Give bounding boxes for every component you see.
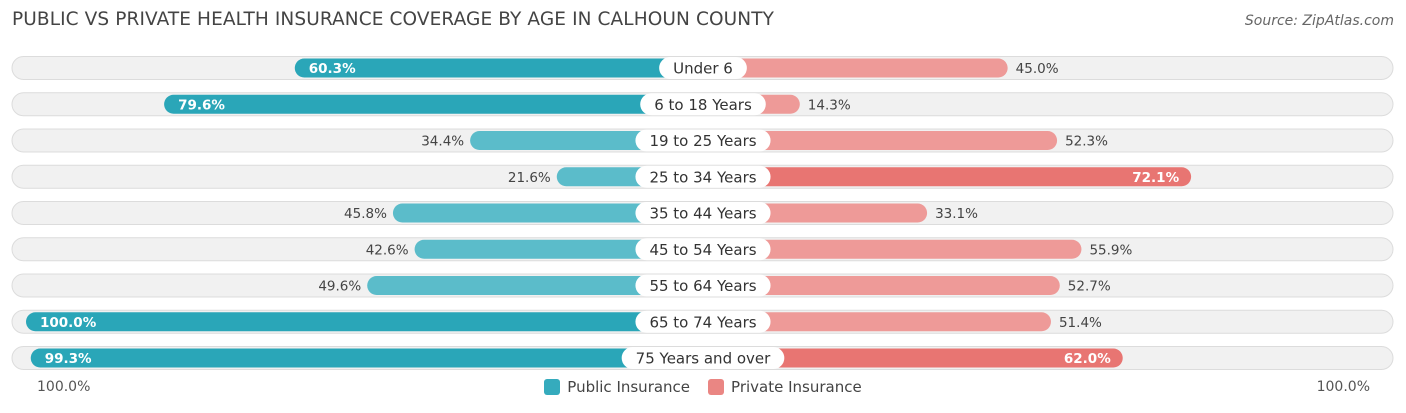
bar-public (164, 94, 703, 114)
bar-public (294, 58, 703, 78)
category-pill (635, 165, 771, 188)
category-label: Under 6 (673, 60, 733, 78)
row-5: 42.6% 55.9% 45 to 54 Years (11, 237, 1394, 262)
category-label: 45 to 54 Years (649, 241, 756, 259)
label-private: 33.1% (935, 206, 978, 222)
category-label: 25 to 34 Years (649, 168, 756, 186)
row-7: 100.0% 51.4% 65 to 74 Years (11, 309, 1394, 334)
label-private: 62.0% (1064, 351, 1111, 367)
label-private: 51.4% (1059, 315, 1102, 331)
category-pill (635, 310, 771, 333)
bar-public (367, 276, 703, 295)
bar-private (703, 276, 1060, 295)
bar-private (703, 167, 1192, 187)
category-pill (635, 129, 771, 152)
category-label: 6 to 18 Years (654, 96, 752, 114)
row-1: 79.6% 14.3% 6 to 18 Years (11, 92, 1394, 117)
label-public: 99.3% (45, 351, 92, 367)
bar-private (703, 131, 1058, 150)
bar-public (30, 348, 703, 368)
row-6: 49.6% 52.7% 55 to 64 Years (11, 273, 1394, 298)
category-pill (635, 274, 771, 297)
chart-title: PUBLIC VS PRIVATE HEALTH INSURANCE COVER… (12, 9, 775, 30)
label-private: 72.1% (1132, 170, 1179, 186)
label-public: 45.8% (344, 206, 387, 222)
row-4: 45.8% 33.1% 35 to 44 Years (11, 201, 1394, 225)
label-private: 52.3% (1065, 134, 1108, 150)
row-2: 34.4% 52.3% 19 to 25 Years (11, 128, 1394, 153)
category-label: 35 to 44 Years (649, 205, 756, 223)
bar-public (26, 312, 703, 332)
legend: Public Insurance Private Insurance (0, 378, 1406, 396)
label-private: 45.0% (1016, 61, 1059, 77)
bar-public (414, 239, 703, 259)
label-private: 52.7% (1068, 279, 1111, 295)
source-credit: Source: ZipAtlas.com (1244, 13, 1394, 29)
category-pill (640, 93, 766, 116)
row-0: 60.3% 45.0% Under 6 (11, 56, 1394, 80)
category-pill (635, 238, 771, 261)
label-public: 60.3% (309, 61, 356, 77)
legend-item-public: Public Insurance (544, 378, 690, 396)
category-pill (659, 57, 747, 79)
bar-private (703, 239, 1082, 259)
bar-private (703, 312, 1051, 332)
bar-private (703, 348, 1123, 368)
category-label: 55 to 64 Years (649, 277, 756, 295)
label-private: 14.3% (808, 97, 851, 113)
row-8: 99.3% 62.0% 75 Years and over (11, 346, 1394, 370)
legend-item-private: Private Insurance (708, 378, 862, 396)
bar-private (703, 58, 1008, 78)
chart-area: 60.3% 45.0% Under 6 79.6% 14.3% 6 to 18 Years… (11, 56, 1394, 370)
label-public: 49.6% (318, 279, 361, 295)
axis-left-label: 100.0% (37, 379, 91, 395)
category-label: 65 to 74 Years (649, 313, 756, 331)
category-pill (621, 347, 785, 369)
label-public: 42.6% (366, 242, 409, 258)
category-label: 75 Years and over (636, 350, 771, 368)
legend-label-private: Private Insurance (731, 378, 862, 396)
label-public: 34.4% (421, 134, 464, 150)
legend-label-public: Public Insurance (567, 378, 691, 396)
category-pill (635, 202, 771, 224)
label-public: 100.0% (40, 315, 97, 331)
row-3: 21.6% 72.1% 25 to 34 Years (11, 164, 1394, 189)
legend-swatch-public (544, 379, 561, 395)
bar-public (392, 203, 703, 223)
label-private: 55.9% (1089, 242, 1132, 258)
legend-swatch-private (708, 379, 725, 395)
category-label: 19 to 25 Years (649, 132, 756, 150)
label-public: 21.6% (508, 170, 551, 186)
axis-right-label: 100.0% (1316, 379, 1370, 395)
label-public: 79.6% (178, 97, 225, 113)
